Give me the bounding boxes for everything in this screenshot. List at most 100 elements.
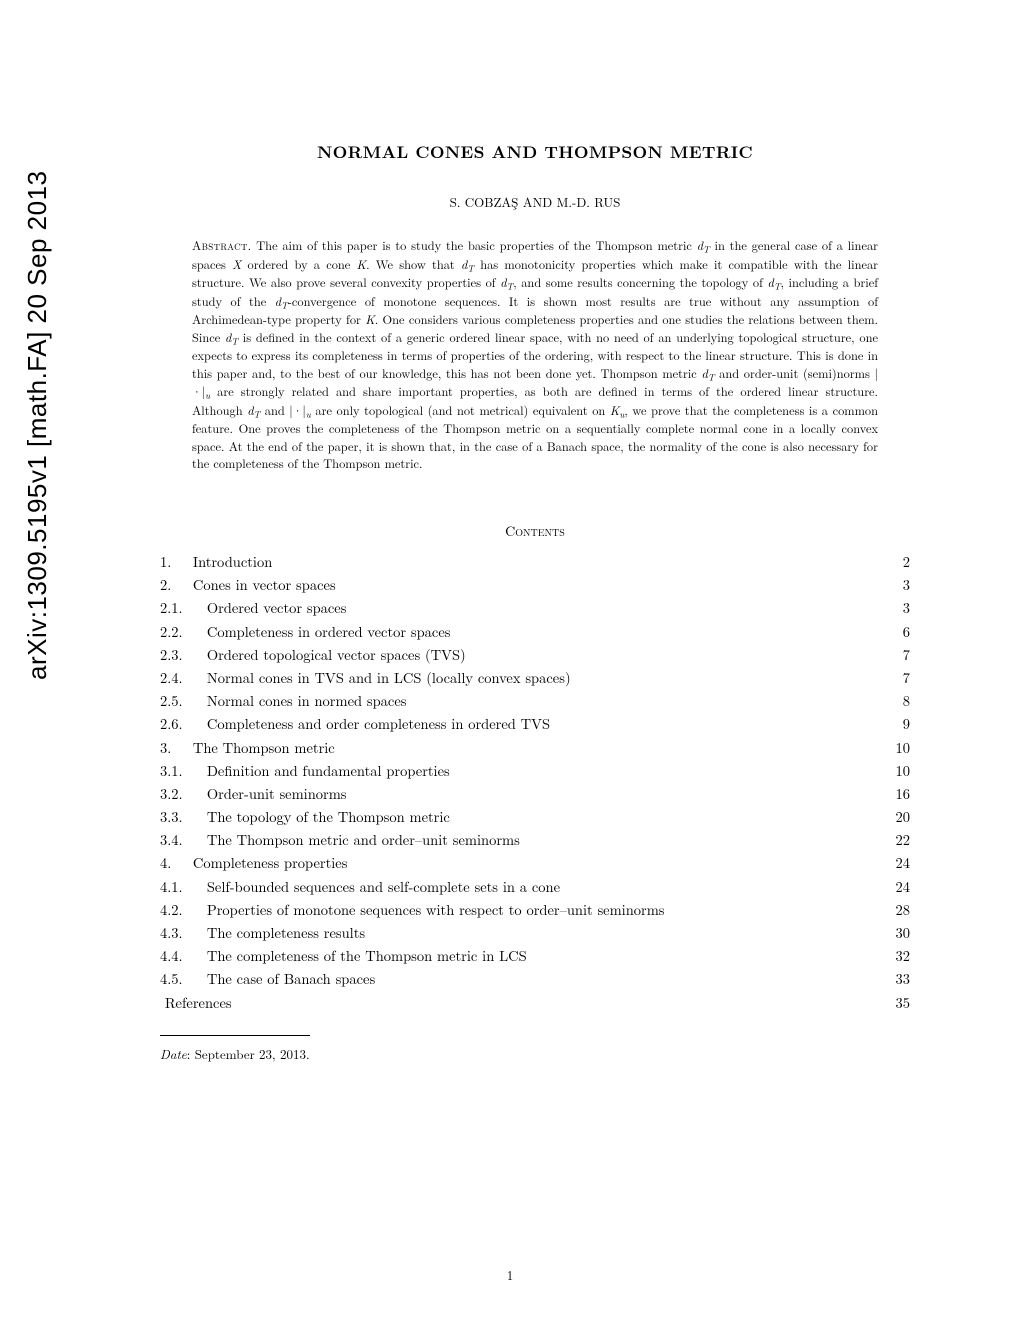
paper-authors: S. COBZAŞ AND M.-D. RUS: [160, 192, 910, 211]
toc-entry-number: 2.5.: [160, 690, 202, 713]
toc-entry-number: 3.4.: [160, 829, 202, 852]
toc-entry-number: 4.1.: [160, 876, 202, 899]
toc-entry-number: 3.: [160, 737, 188, 760]
toc-entry-title: Definition and fundamental properties: [207, 761, 450, 781]
toc-row: 2.4. Normal cones in TVS and in LCS (loc…: [160, 667, 910, 690]
toc-entry-page: 35: [884, 992, 911, 1015]
toc-entry-label: 4.4. The completeness of the Thompson me…: [160, 945, 527, 968]
toc-entry-page: 22: [884, 829, 911, 852]
toc-entry-title: Self-bounded sequences and self-complete…: [207, 877, 560, 897]
toc-row: 3.3. The topology of the Thompson metric…: [160, 806, 910, 829]
toc-entry-page: 20: [884, 806, 911, 829]
toc-row: References 35: [160, 992, 910, 1015]
toc-entry-title: Introduction: [193, 552, 272, 572]
toc-entry-title: References: [165, 993, 232, 1013]
page-number: 1: [0, 1265, 1020, 1284]
toc-row: 3.4. The Thompson metric and order–unit …: [160, 829, 910, 852]
toc-entry-page: 3: [891, 597, 910, 620]
toc-row: 2.1. Ordered vector spaces 3: [160, 597, 910, 620]
toc-entry-title: Normal cones in TVS and in LCS (locally …: [207, 668, 571, 688]
toc-entry-number: 1.: [160, 551, 188, 574]
toc-entry-title: The topology of the Thompson metric: [207, 807, 450, 827]
toc-entry-page: 8: [891, 690, 910, 713]
toc-entry-label: 4.2. Properties of monotone sequences wi…: [160, 899, 665, 922]
toc-entry-label: 3.3. The topology of the Thompson metric: [160, 806, 450, 829]
toc-entry-label: 2.3. Ordered topological vector spaces (…: [160, 644, 466, 667]
toc-entry-label: 2.6. Completeness and order completeness…: [160, 713, 550, 736]
toc-entry-page: 33: [884, 968, 911, 991]
toc-entry-page: 7: [891, 667, 910, 690]
abstract: Abstract. The aim of this paper is to st…: [192, 237, 878, 473]
toc-row: 4. Completeness properties 24: [160, 852, 910, 875]
page-content: NORMAL CONES AND THOMPSON METRIC S. COBZ…: [160, 140, 910, 1063]
toc-entry-number: 2.4.: [160, 667, 202, 690]
toc-entry-label: 2.1. Ordered vector spaces: [160, 597, 346, 620]
toc-entry-number: 4.: [160, 852, 188, 875]
toc-entry-page: 6: [891, 621, 910, 644]
toc-entry-number: 4.2.: [160, 899, 202, 922]
toc-entry-page: 24: [884, 876, 911, 899]
abstract-body: The aim of this paper is to study the ba…: [192, 236, 878, 472]
toc-entry-title: Completeness in ordered vector spaces: [207, 622, 451, 642]
toc-entry-title: The Thompson metric: [193, 738, 335, 758]
toc-row: 2.5. Normal cones in normed spaces 8: [160, 690, 910, 713]
toc-entry-page: 30: [884, 922, 911, 945]
toc-entry-number: 3.2.: [160, 783, 202, 806]
toc-entry-page: 2: [891, 551, 910, 574]
date-value: : September 23, 2013.: [187, 1044, 310, 1063]
toc-row: 4.4. The completeness of the Thompson me…: [160, 945, 910, 968]
toc-entry-label: References: [160, 992, 232, 1015]
toc-row: 2.6. Completeness and order completeness…: [160, 713, 910, 736]
toc-entry-label: 3.2. Order-unit seminorms: [160, 783, 347, 806]
toc-entry-title: Order-unit seminorms: [207, 784, 347, 804]
toc-entry-page: 10: [884, 760, 911, 783]
toc-entry-title: The case of Banach spaces: [207, 969, 375, 989]
toc-entry-label: 3. The Thompson metric: [160, 737, 335, 760]
toc-entry-label: 1. Introduction: [160, 551, 272, 574]
toc-entry-title: The completeness of the Thompson metric …: [207, 946, 527, 966]
toc-entry-number: 4.4.: [160, 945, 202, 968]
toc-entry-label: 3.4. The Thompson metric and order–unit …: [160, 829, 520, 852]
toc-entry-page: 32: [884, 945, 911, 968]
toc-entry-title: Ordered topological vector spaces (TVS): [207, 645, 466, 665]
toc-entry-title: Cones in vector spaces: [193, 575, 336, 595]
toc-entry-title: Normal cones in normed spaces: [207, 691, 407, 711]
toc-entry-number: 2.: [160, 574, 188, 597]
toc-entry-page: 7: [891, 644, 910, 667]
toc-entry-page: 9: [891, 713, 910, 736]
toc-entry-number: 4.5.: [160, 968, 202, 991]
toc-entry-label: 3.1. Definition and fundamental properti…: [160, 760, 450, 783]
paper-title: NORMAL CONES AND THOMPSON METRIC: [160, 140, 910, 164]
toc-row: 4.5. The case of Banach spaces 33: [160, 968, 910, 991]
toc-entry-number: 4.3.: [160, 922, 202, 945]
toc-entry-title: Completeness and order completeness in o…: [207, 714, 550, 734]
toc-row: 2.2. Completeness in ordered vector spac…: [160, 621, 910, 644]
toc-entry-page: 24: [884, 852, 911, 875]
date-label: Date: [160, 1044, 187, 1063]
date-footnote: Date: September 23, 2013.: [160, 1044, 910, 1063]
table-of-contents: 1. Introduction22. Cones in vector space…: [160, 551, 910, 1015]
abstract-label: Abstract.: [192, 236, 251, 254]
toc-entry-page: 28: [884, 899, 911, 922]
toc-row: 3.1. Definition and fundamental properti…: [160, 760, 910, 783]
toc-row: 4.3. The completeness results 30: [160, 922, 910, 945]
footnote-rule: [160, 1035, 310, 1036]
toc-row: 3.2. Order-unit seminorms16: [160, 783, 910, 806]
toc-entry-number: 2.6.: [160, 713, 202, 736]
toc-entry-title: The completeness results: [207, 923, 365, 943]
toc-row: 4.1. Self-bounded sequences and self-com…: [160, 876, 910, 899]
toc-entry-number: 2.1.: [160, 597, 202, 620]
toc-entry-label: 4.1. Self-bounded sequences and self-com…: [160, 876, 560, 899]
contents-heading: Contents: [160, 521, 910, 541]
toc-entry-label: 4.3. The completeness results: [160, 922, 365, 945]
toc-row: 3. The Thompson metric10: [160, 737, 910, 760]
toc-row: 2.3. Ordered topological vector spaces (…: [160, 644, 910, 667]
toc-entry-title: Ordered vector spaces: [207, 598, 347, 618]
toc-row: 2. Cones in vector spaces3: [160, 574, 910, 597]
toc-entry-title: Completeness properties: [193, 853, 348, 873]
toc-entry-number: 2.3.: [160, 644, 202, 667]
toc-entry-label: 2.4. Normal cones in TVS and in LCS (loc…: [160, 667, 571, 690]
toc-entry-label: 2. Cones in vector spaces: [160, 574, 336, 597]
toc-entry-number: 3.3.: [160, 806, 202, 829]
toc-entry-title: Properties of monotone sequences with re…: [207, 900, 665, 920]
